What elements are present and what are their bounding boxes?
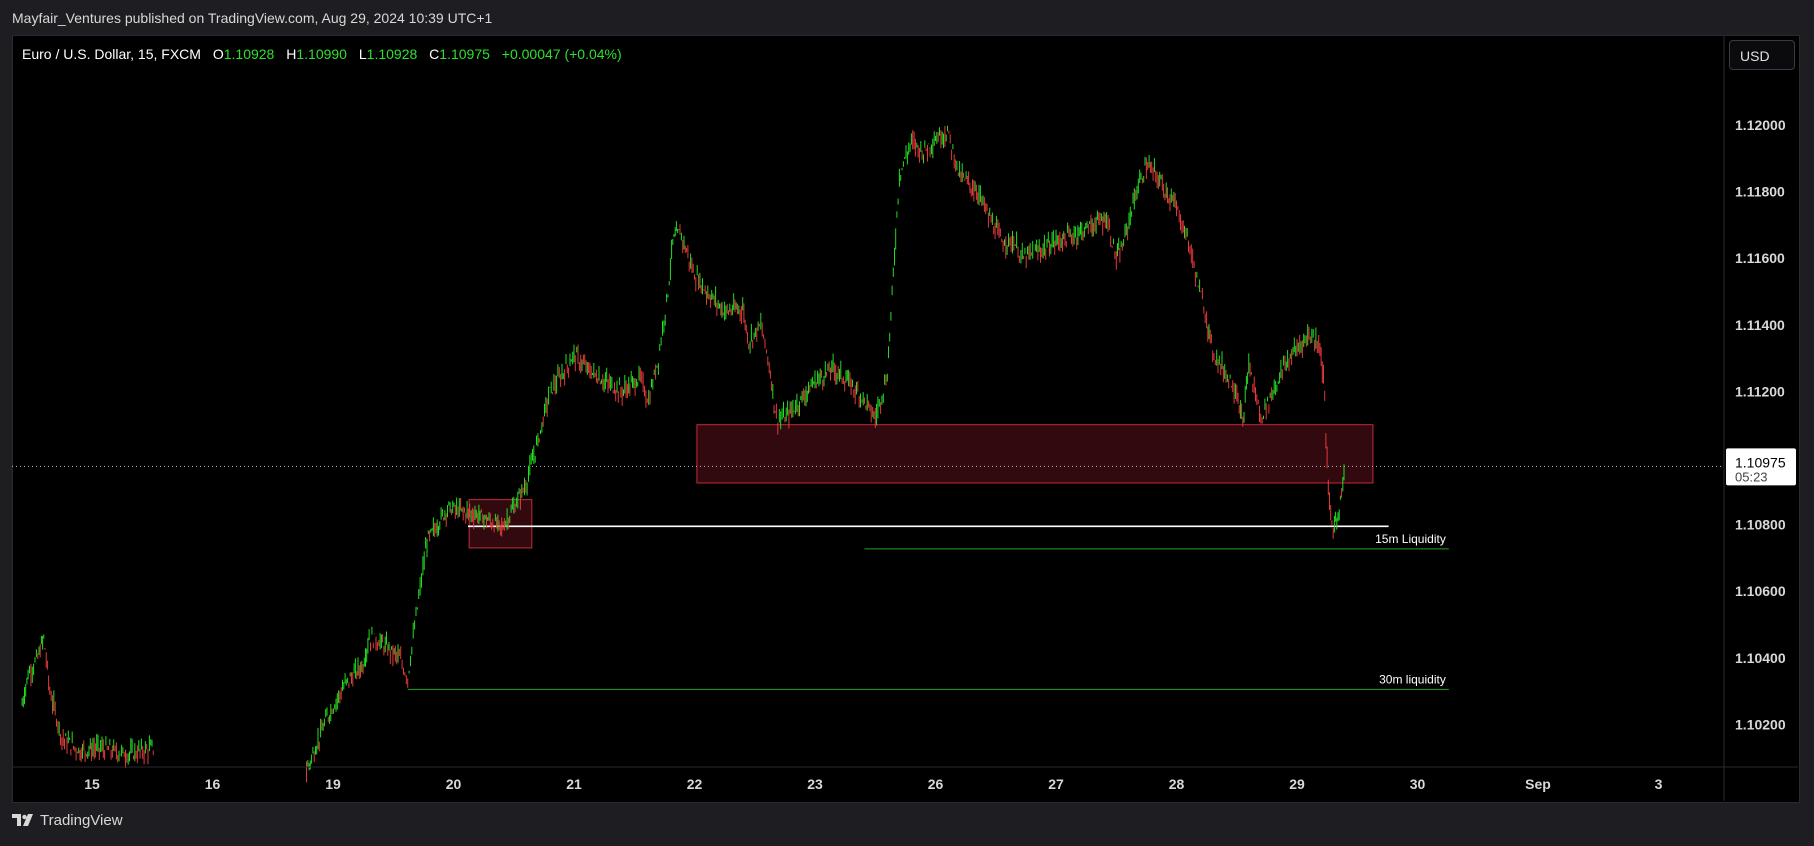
footer-brand[interactable]: TradingView xyxy=(40,812,123,829)
y-tick-label: 1.10200 xyxy=(1735,716,1786,732)
y-tick-label: 1.11800 xyxy=(1735,184,1785,200)
x-tick-label: 30 xyxy=(1410,776,1426,792)
high-value: 1.10990 xyxy=(296,46,347,62)
x-tick-label: 27 xyxy=(1048,776,1064,792)
y-tick-label: 1.11600 xyxy=(1735,250,1785,266)
open-label: O xyxy=(212,46,224,62)
current-price-box xyxy=(1726,448,1796,486)
zones-layer xyxy=(468,424,1374,549)
axes-layer: 1.12000 1.11800 1.11600 1.11400 1.11200 1.108… xyxy=(12,36,1798,801)
x-tick-label: 16 xyxy=(205,776,221,792)
current-price-label: 1.10975 xyxy=(1735,454,1786,470)
y-tick-label: 1.10600 xyxy=(1735,583,1786,599)
close-value: 1.10975 xyxy=(439,46,490,62)
supply-demand-zone-1 xyxy=(468,499,533,549)
x-tick-label: 20 xyxy=(446,776,462,792)
supply-demand-zone-2 xyxy=(696,424,1374,484)
x-tick-label: 28 xyxy=(1169,776,1185,792)
x-tick-label: 19 xyxy=(325,776,341,792)
close-label: C xyxy=(429,46,440,62)
symbol-title: Euro / U.S. Dollar, 15, FXCM xyxy=(22,46,201,62)
y-tick-label: 1.11200 xyxy=(1735,383,1785,399)
level-label-3: 30m liquidity xyxy=(1379,672,1446,686)
y-tick-label: 1.10800 xyxy=(1735,517,1786,533)
x-tick-label: 22 xyxy=(687,776,703,792)
low-value: 1.10928 xyxy=(366,46,418,62)
x-tick-label: 3 xyxy=(1655,776,1663,792)
chart-frame[interactable] xyxy=(12,35,1800,803)
x-tick-label: 23 xyxy=(807,776,823,792)
x-tick-label: 29 xyxy=(1289,776,1305,792)
y-tick-label: 1.12000 xyxy=(1735,117,1786,133)
level-label-2: 15m Liquidity xyxy=(1375,532,1446,546)
x-tick-label: 26 xyxy=(928,776,944,792)
countdown-label: 05:23 xyxy=(1735,469,1768,484)
high-label: H xyxy=(286,46,297,62)
x-tick-label: Sep xyxy=(1525,776,1551,792)
currency-button[interactable]: USD xyxy=(1729,40,1795,70)
x-tick-label: 21 xyxy=(566,776,582,792)
open-value: 1.10928 xyxy=(223,46,275,62)
change-value: +0.00047 (+0.04%) xyxy=(501,46,622,62)
levels-layer: 15m Liquidity 30m liquidity xyxy=(12,465,1724,690)
tradingview-logo-icon xyxy=(12,813,33,826)
low-label: L xyxy=(358,46,367,62)
y-tick-label: 1.11400 xyxy=(1735,317,1785,333)
publisher-line: Mayfair_Ventures published on TradingVie… xyxy=(12,10,493,26)
x-tick-label: 15 xyxy=(84,776,100,792)
y-tick-label: 1.10400 xyxy=(1735,650,1786,666)
footer: TradingView xyxy=(12,812,123,829)
candles-layer xyxy=(21,125,1345,783)
symbol-header: Euro / U.S. Dollar, 15, FXCM O1.10928 H1… xyxy=(22,46,622,62)
